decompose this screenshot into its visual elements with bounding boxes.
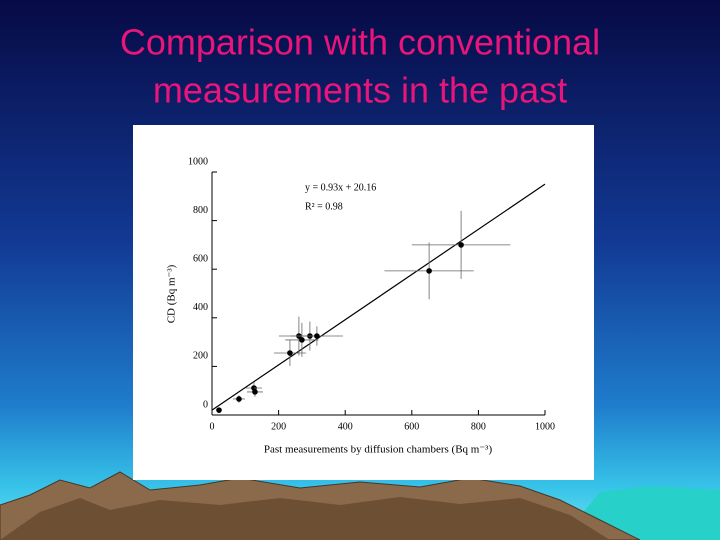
y-tick-label: 200 — [193, 351, 208, 362]
y-tick-label: 400 — [193, 302, 208, 313]
point — [236, 396, 242, 402]
y-tick-label: 0 — [203, 399, 208, 410]
annotation: R² = 0.98 — [305, 201, 343, 212]
point — [252, 389, 258, 395]
point — [287, 350, 293, 356]
y-tick-label: 800 — [193, 205, 208, 216]
y-tick-label: 1000 — [188, 156, 208, 167]
y-tick-label: 600 — [193, 253, 208, 264]
mountains-shadow — [0, 497, 610, 540]
x-tick-label: 1000 — [535, 421, 555, 432]
fit-line — [211, 183, 546, 411]
slide-title: Comparison with conventional — [120, 22, 600, 63]
x-tick-label: 200 — [271, 421, 286, 432]
point — [299, 337, 305, 343]
x-tick-label: 800 — [471, 421, 486, 432]
point — [426, 268, 432, 274]
x-tick-label: 0 — [210, 421, 215, 432]
annotation: y = 0.93x + 20.16 — [305, 182, 376, 193]
point — [458, 242, 464, 248]
slide-title: measurements in the past — [153, 70, 567, 111]
x-tick-label: 600 — [404, 421, 419, 432]
x-tick-label: 400 — [338, 421, 353, 432]
chart-panel — [133, 125, 594, 480]
x-axis-label: Past measurements by diffusion chambers … — [264, 444, 493, 456]
point — [216, 407, 222, 413]
y-axis-label: CD (Bq m⁻³) — [166, 264, 178, 323]
point — [314, 333, 320, 339]
